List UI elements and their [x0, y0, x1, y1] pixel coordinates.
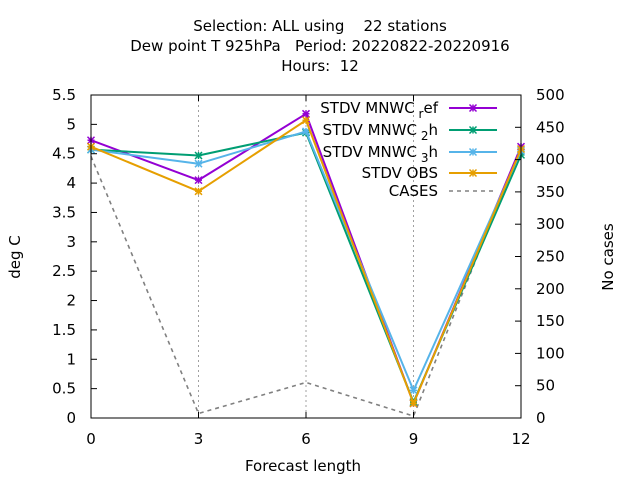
y2-tick-label: 250 — [536, 248, 565, 266]
legend-entry: STDV MNWC 2h — [323, 121, 497, 143]
series-line-cases — [90, 146, 522, 417]
y-tick-label: 1.5 — [52, 321, 76, 339]
axis-ticks: 0 3 6 9 12 0 0.5 1 1.5 2 2.5 3 3.5 4 4.5 5 5.5 0 50 100 150 2… — [52, 86, 565, 448]
y-axis-label: deg C — [6, 235, 24, 279]
y2-tick-label: 200 — [536, 280, 565, 298]
x-tick-label: 6 — [301, 430, 311, 448]
series-layer — [86, 109, 526, 417]
y2-tick-label: 400 — [536, 151, 565, 169]
data-point — [194, 176, 203, 185]
y2-tick-label: 350 — [536, 183, 565, 201]
x-tick-label: 0 — [86, 430, 96, 448]
legend-label: STDV MNWC 3h — [323, 143, 438, 165]
grid-lines — [198, 95, 414, 418]
y2-tick-label: 450 — [536, 118, 565, 136]
legend-entry: STDV OBS — [362, 164, 497, 182]
y2-tick-label: 500 — [536, 86, 565, 104]
chart-title-line-3: Hours: 12 — [281, 57, 359, 75]
x-axis-label: Forecast length — [245, 457, 361, 475]
y-tick-label: 1 — [66, 350, 76, 368]
y-tick-label: 5.5 — [52, 86, 76, 104]
data-point — [194, 187, 203, 196]
data-point — [194, 151, 203, 160]
legend-label: STDV MNWC ref — [320, 99, 438, 121]
y-tick-label: 3.5 — [52, 203, 76, 221]
data-point — [409, 386, 418, 395]
data-point — [194, 159, 203, 168]
y2-tick-label: 50 — [536, 377, 555, 395]
y-tick-label: 4.5 — [52, 145, 76, 163]
y2-axis-label: No cases — [599, 223, 617, 291]
legend-marker — [468, 103, 478, 113]
y2-tick-label: 100 — [536, 344, 565, 362]
legend-entry: CASES — [389, 182, 497, 200]
y-tick-label: 0 — [66, 409, 76, 427]
y-tick-label: 2 — [66, 292, 76, 310]
y2-tick-label: 0 — [536, 409, 546, 427]
x-tick-label: 3 — [194, 430, 204, 448]
legend-entry: STDV MNWC ref — [320, 99, 497, 121]
x-tick-label: 9 — [409, 430, 419, 448]
y2-tick-label: 150 — [536, 312, 565, 330]
legend-label: CASES — [389, 182, 438, 200]
chart-title-line-1: Selection: ALL using 22 stations — [193, 17, 447, 35]
y-tick-label: 4 — [66, 174, 76, 192]
legend-label: STDV OBS — [362, 164, 438, 182]
y-tick-label: 5 — [66, 115, 76, 133]
y-tick-label: 3 — [66, 233, 76, 251]
legend-marker — [468, 168, 478, 178]
legend-label: STDV MNWC 2h — [323, 121, 438, 143]
chart-title-line-2: Dew point T 925hPa Period: 20220822-2022… — [130, 37, 510, 55]
x-tick-label: 12 — [511, 430, 530, 448]
legend-marker — [468, 125, 478, 135]
data-point — [301, 116, 311, 125]
y2-tick-label: 300 — [536, 215, 565, 233]
data-point — [301, 109, 311, 118]
data-point — [409, 399, 418, 408]
legend-entry: STDV MNWC 3h — [323, 143, 497, 165]
y-tick-label: 2.5 — [52, 262, 76, 280]
y-tick-label: 0.5 — [52, 380, 76, 398]
legend-marker — [468, 147, 478, 157]
